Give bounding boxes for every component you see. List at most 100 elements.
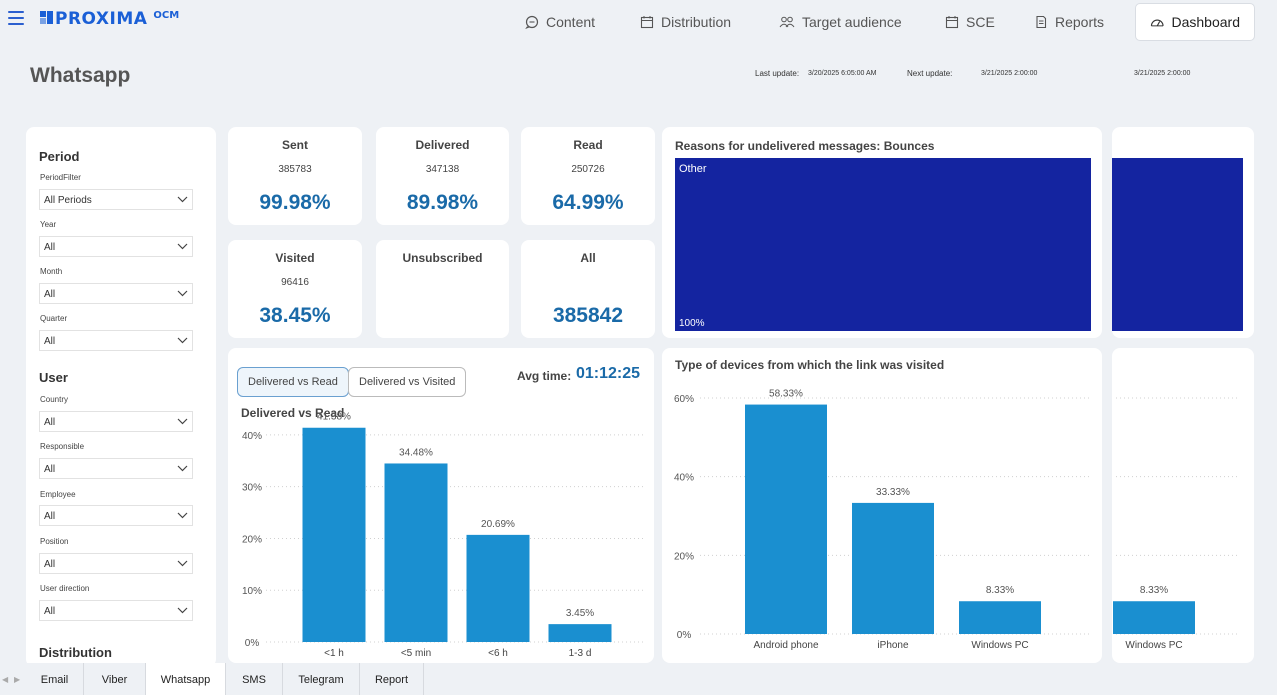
country-select[interactable]: All bbox=[39, 411, 193, 432]
nav-target-audience[interactable]: Target audience bbox=[779, 0, 902, 44]
nav-dashboard-label: Dashboard bbox=[1171, 14, 1241, 30]
kpi-delivered-percent: 89.98% bbox=[406, 191, 479, 214]
y-tick-label: 0% bbox=[677, 630, 692, 641]
kpi-all-value: 385842 bbox=[552, 304, 624, 327]
tab-scroll-right-icon[interactable]: ▶ bbox=[14, 675, 21, 684]
chevron-down-icon bbox=[177, 243, 188, 250]
bar bbox=[852, 502, 934, 634]
kpi-delivered-count: 347138 bbox=[425, 164, 460, 175]
employee-label: Employee bbox=[40, 490, 76, 499]
bar bbox=[466, 534, 530, 642]
page-title: Whatsapp bbox=[30, 64, 131, 87]
top-bar: PROXIMA OCM Content Distribution Target … bbox=[0, 0, 1277, 44]
period-heading: Period bbox=[39, 149, 80, 164]
x-tick-label: 1-3 d bbox=[569, 648, 592, 659]
kpi-sent-card: Sent 385783 99.98% bbox=[228, 127, 362, 225]
y-tick-label: 30% bbox=[242, 483, 262, 494]
user-direction-select[interactable]: All bbox=[39, 600, 193, 621]
kpi-all-card: All 385842 bbox=[521, 240, 655, 338]
logo-text: PROXIMA bbox=[55, 9, 148, 29]
period-filter-value: All Periods bbox=[44, 195, 92, 206]
x-tick-label: <5 min bbox=[401, 648, 431, 659]
user-direction-label: User direction bbox=[40, 584, 90, 593]
bounces-card-extra bbox=[1112, 127, 1254, 338]
y-tick-label: 40% bbox=[674, 473, 694, 484]
document-icon bbox=[1036, 15, 1047, 29]
bar bbox=[745, 404, 827, 634]
kpi-visited-card: Visited 96416 38.45% bbox=[228, 240, 362, 338]
chevron-down-icon bbox=[177, 290, 188, 297]
data-label: 20.69% bbox=[481, 519, 515, 530]
y-tick-label: 10% bbox=[242, 586, 262, 597]
x-tick-label: Android phone bbox=[753, 640, 818, 651]
period-filter-label: PeriodFilter bbox=[40, 173, 81, 182]
chart-title-delivered-vs-read: Delivered vs Read bbox=[241, 406, 345, 420]
last-update-value: 3/20/2025 6:05:00 AM bbox=[808, 70, 877, 77]
quarter-value: All bbox=[44, 336, 56, 347]
x-tick-label: <1 h bbox=[324, 648, 344, 659]
chevron-down-icon bbox=[177, 512, 188, 519]
tab-report[interactable]: Report bbox=[360, 663, 424, 695]
kpi-read-percent: 64.99% bbox=[552, 191, 624, 214]
gauge-icon bbox=[1150, 19, 1164, 27]
toggle-delivered-vs-read[interactable]: Delivered vs Read bbox=[237, 367, 349, 397]
chevron-down-icon bbox=[177, 465, 188, 472]
last-update-label: Last update: bbox=[755, 69, 800, 78]
x-tick-label: Windows PC bbox=[971, 640, 1028, 651]
treemap-label: Other bbox=[679, 163, 707, 175]
data-label: 8.33% bbox=[1140, 585, 1168, 596]
nav-dashboard[interactable]: Dashboard bbox=[1135, 3, 1255, 41]
responsible-select[interactable]: All bbox=[39, 458, 193, 479]
devices-chart-extra: 8.33% Windows PC bbox=[1113, 397, 1240, 651]
data-label: 8.33% bbox=[986, 585, 1014, 596]
user-direction-value: All bbox=[44, 606, 56, 617]
logo-subtext: OCM bbox=[153, 10, 180, 21]
country-label: Country bbox=[40, 395, 69, 404]
responsible-value: All bbox=[44, 464, 56, 475]
kpi-read-count: 250726 bbox=[571, 164, 605, 175]
year-select[interactable]: All bbox=[39, 236, 193, 257]
kpi-read-title: Read bbox=[573, 138, 603, 152]
devices-chart-card-extra: 8.33% Windows PC bbox=[1112, 348, 1254, 663]
data-label: 58.33% bbox=[769, 389, 803, 400]
calendar-icon bbox=[640, 16, 654, 29]
filter-panel: Period PeriodFilter All Periods Year All… bbox=[26, 127, 216, 667]
kpi-visited-count: 96416 bbox=[281, 277, 309, 288]
bounces-treemap-other[interactable]: Other 100% bbox=[675, 158, 1091, 331]
chart-title-devices: Type of devices from which the link was … bbox=[675, 358, 945, 372]
bar bbox=[1113, 601, 1195, 634]
tab-whatsapp[interactable]: Whatsapp bbox=[146, 663, 226, 695]
country-value: All bbox=[44, 417, 56, 428]
logo-mark-icon bbox=[40, 11, 53, 24]
page-tabs: ◀ ▶ Email Viber Whatsapp SMS Telegram Re… bbox=[0, 663, 1277, 695]
position-select[interactable]: All bbox=[39, 553, 193, 574]
responsible-label: Responsible bbox=[40, 442, 85, 451]
tab-email[interactable]: Email bbox=[26, 663, 84, 695]
employee-select[interactable]: All bbox=[39, 505, 193, 526]
quarter-select[interactable]: All bbox=[39, 330, 193, 351]
tab-sms[interactable]: SMS bbox=[226, 663, 283, 695]
y-tick-label: 20% bbox=[674, 551, 694, 562]
period-filter-select[interactable]: All Periods bbox=[39, 189, 193, 210]
devices-chart-card: Type of devices from which the link was … bbox=[662, 348, 1102, 663]
tab-telegram[interactable]: Telegram bbox=[283, 663, 360, 695]
tab-scroll-left-icon[interactable]: ◀ bbox=[2, 675, 9, 684]
kpi-sent-title: Sent bbox=[281, 138, 308, 152]
data-label: 3.45% bbox=[566, 608, 594, 619]
menu-icon[interactable] bbox=[8, 11, 24, 25]
nav-distribution[interactable]: Distribution bbox=[640, 0, 731, 44]
kpi-delivered-title: Delivered bbox=[415, 138, 470, 152]
bar bbox=[959, 601, 1041, 634]
bounces-treemap-extra[interactable] bbox=[1112, 158, 1243, 331]
people-icon bbox=[779, 16, 795, 28]
nav-sce[interactable]: SCE bbox=[945, 0, 995, 44]
avg-time-value: 01:12:25 bbox=[576, 365, 641, 382]
chevron-down-icon bbox=[177, 337, 188, 344]
tab-viber[interactable]: Viber bbox=[84, 663, 146, 695]
bounces-card: Reasons for undelivered messages: Bounce… bbox=[662, 127, 1102, 338]
chat-bubble-icon bbox=[525, 15, 539, 29]
month-select[interactable]: All bbox=[39, 283, 193, 304]
toggle-delivered-vs-visited[interactable]: Delivered vs Visited bbox=[348, 367, 467, 397]
nav-reports[interactable]: Reports bbox=[1034, 0, 1104, 44]
nav-content[interactable]: Content bbox=[525, 0, 595, 44]
